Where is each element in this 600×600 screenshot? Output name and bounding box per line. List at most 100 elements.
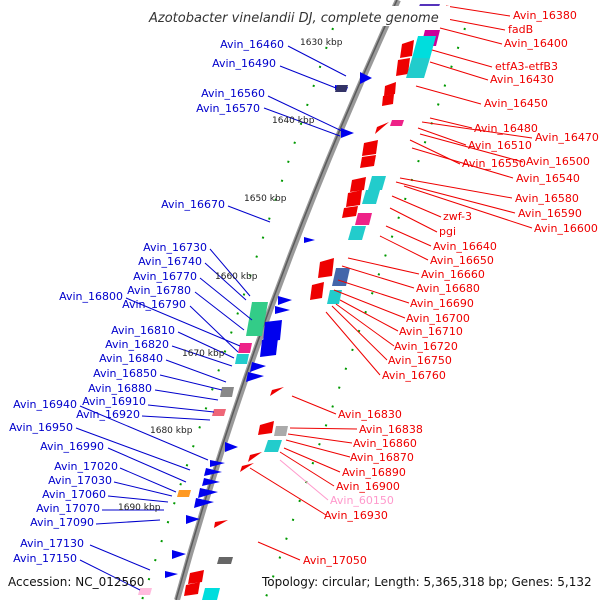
gene-feature[interactable]: [246, 302, 268, 336]
gene-feature[interactable]: [235, 354, 249, 364]
gene-label[interactable]: Avin_16750: [388, 354, 452, 367]
gene-feature[interactable]: [342, 206, 358, 218]
gene-label[interactable]: Avin_16570: [196, 102, 260, 115]
gene-label[interactable]: Avin_17060: [42, 488, 106, 501]
gene-label[interactable]: Avin_16880: [88, 382, 152, 395]
gene-feature[interactable]: [258, 421, 274, 435]
gene-feature[interactable]: [362, 140, 378, 156]
gene-label[interactable]: etfA3-etfB3: [495, 60, 558, 73]
gene-feature[interactable]: [240, 463, 254, 472]
gene-feature[interactable]: [248, 452, 262, 462]
gene-label[interactable]: Avin_17130: [20, 537, 84, 550]
gene-label[interactable]: Avin_16500: [526, 155, 590, 168]
gene-feature[interactable]: [350, 177, 366, 192]
gene-label[interactable]: Avin_16460: [220, 38, 284, 51]
gene-feature[interactable]: [264, 440, 282, 452]
gene-feature[interactable]: [188, 570, 204, 584]
gene-feature[interactable]: [355, 213, 372, 225]
gene-label[interactable]: Avin_16590: [518, 207, 582, 220]
gene-feature[interactable]: [332, 268, 350, 286]
gene-label[interactable]: Avin_16400: [504, 37, 568, 50]
gene-label[interactable]: Avin_16480: [474, 122, 538, 135]
gene-feature[interactable]: [335, 85, 348, 92]
gene-label[interactable]: Avin_16850: [93, 367, 157, 380]
gene-label[interactable]: Avin_16870: [350, 451, 414, 464]
gene-label[interactable]: Avin_17090: [30, 516, 94, 529]
gene-label[interactable]: zwf-3: [443, 210, 472, 223]
gene-feature[interactable]: [186, 515, 200, 524]
gene-feature[interactable]: [390, 120, 404, 126]
gene-label[interactable]: Avin_16510: [468, 139, 532, 152]
gene-label[interactable]: Avin_16430: [490, 73, 554, 86]
gene-feature[interactable]: [412, 36, 436, 58]
gene-label[interactable]: Avin_16950: [9, 421, 73, 434]
gene-label[interactable]: pgi: [439, 225, 456, 238]
gene-feature[interactable]: [382, 94, 394, 106]
gene-feature[interactable]: [198, 488, 218, 498]
gene-label[interactable]: Avin_16670: [161, 198, 225, 211]
gene-label[interactable]: Avin_16810: [111, 324, 175, 337]
gene-label[interactable]: Avin_16470: [535, 131, 599, 144]
gene-label[interactable]: Avin_16680: [416, 282, 480, 295]
gene-feature[interactable]: [360, 72, 372, 84]
gene-feature[interactable]: [177, 490, 191, 497]
gene-feature[interactable]: [212, 409, 226, 416]
gene-label[interactable]: Avin_17020: [54, 460, 118, 473]
gene-label[interactable]: Avin_16540: [516, 172, 580, 185]
gene-label[interactable]: Avin_16380: [513, 9, 577, 22]
gene-feature[interactable]: [202, 588, 220, 600]
gene-label[interactable]: Avin_16580: [515, 192, 579, 205]
gene-label[interactable]: Avin_16660: [421, 268, 485, 281]
gene-label[interactable]: Avin_16890: [342, 466, 406, 479]
gene-feature[interactable]: [184, 582, 200, 596]
gene-feature[interactable]: [384, 82, 396, 96]
gene-label[interactable]: Avin_16740: [138, 255, 202, 268]
gene-feature[interactable]: [341, 128, 354, 138]
gene-label[interactable]: Avin_16600: [534, 222, 598, 235]
gene-label[interactable]: Avin_16760: [382, 369, 446, 382]
gene-feature[interactable]: [318, 258, 334, 278]
gene-feature[interactable]: [172, 550, 186, 559]
gene-feature[interactable]: [362, 190, 380, 204]
gene-feature[interactable]: [204, 468, 222, 476]
gene-label[interactable]: Avin_16840: [99, 352, 163, 365]
gene-feature[interactable]: [250, 362, 266, 372]
gene-label[interactable]: Avin_17030: [48, 474, 112, 487]
gene-feature[interactable]: [225, 442, 238, 452]
gene-label[interactable]: Avin_16910: [82, 395, 146, 408]
gene-feature[interactable]: [270, 387, 284, 396]
gene-label[interactable]: Avin_16920: [76, 408, 140, 421]
gene-label[interactable]: Avin_16838: [359, 423, 423, 436]
gene-label[interactable]: Avin_16900: [336, 480, 400, 493]
gene-feature[interactable]: [238, 343, 252, 353]
gene-feature[interactable]: [310, 282, 324, 300]
gene-feature[interactable]: [360, 155, 376, 168]
gene-feature[interactable]: [260, 338, 278, 357]
gene-feature[interactable]: [165, 571, 178, 578]
gene-label[interactable]: Avin_16490: [212, 57, 276, 70]
gene-label[interactable]: Avin_16710: [399, 325, 463, 338]
gene-feature[interactable]: [278, 296, 292, 305]
gene-feature[interactable]: [217, 557, 233, 564]
gene-feature[interactable]: [368, 176, 386, 190]
gene-feature[interactable]: [210, 460, 225, 467]
gene-feature[interactable]: [274, 426, 288, 436]
gene-label[interactable]: Avin_16720: [394, 340, 458, 353]
gene-feature[interactable]: [194, 498, 214, 508]
gene-label[interactable]: Avin_17070: [36, 502, 100, 515]
gene-label[interactable]: Avin_16690: [410, 297, 474, 310]
gene-feature[interactable]: [275, 306, 290, 314]
gene-label[interactable]: Avin_16640: [433, 240, 497, 253]
gene-label[interactable]: Avin_16990: [40, 440, 104, 453]
gene-label[interactable]: Avin_16730: [143, 241, 207, 254]
gene-feature[interactable]: [346, 190, 362, 207]
gene-feature[interactable]: [400, 40, 414, 58]
gene-feature[interactable]: [214, 520, 228, 528]
gene-label[interactable]: Avin_16830: [338, 408, 402, 421]
gene-feature[interactable]: [304, 237, 315, 243]
gene-label[interactable]: Avin_16940: [13, 398, 77, 411]
gene-feature[interactable]: [263, 320, 282, 342]
gene-label[interactable]: Avin_16650: [430, 254, 494, 267]
gene-label[interactable]: Avin_16550: [462, 157, 526, 170]
gene-label[interactable]: Avin_16770: [133, 270, 197, 283]
